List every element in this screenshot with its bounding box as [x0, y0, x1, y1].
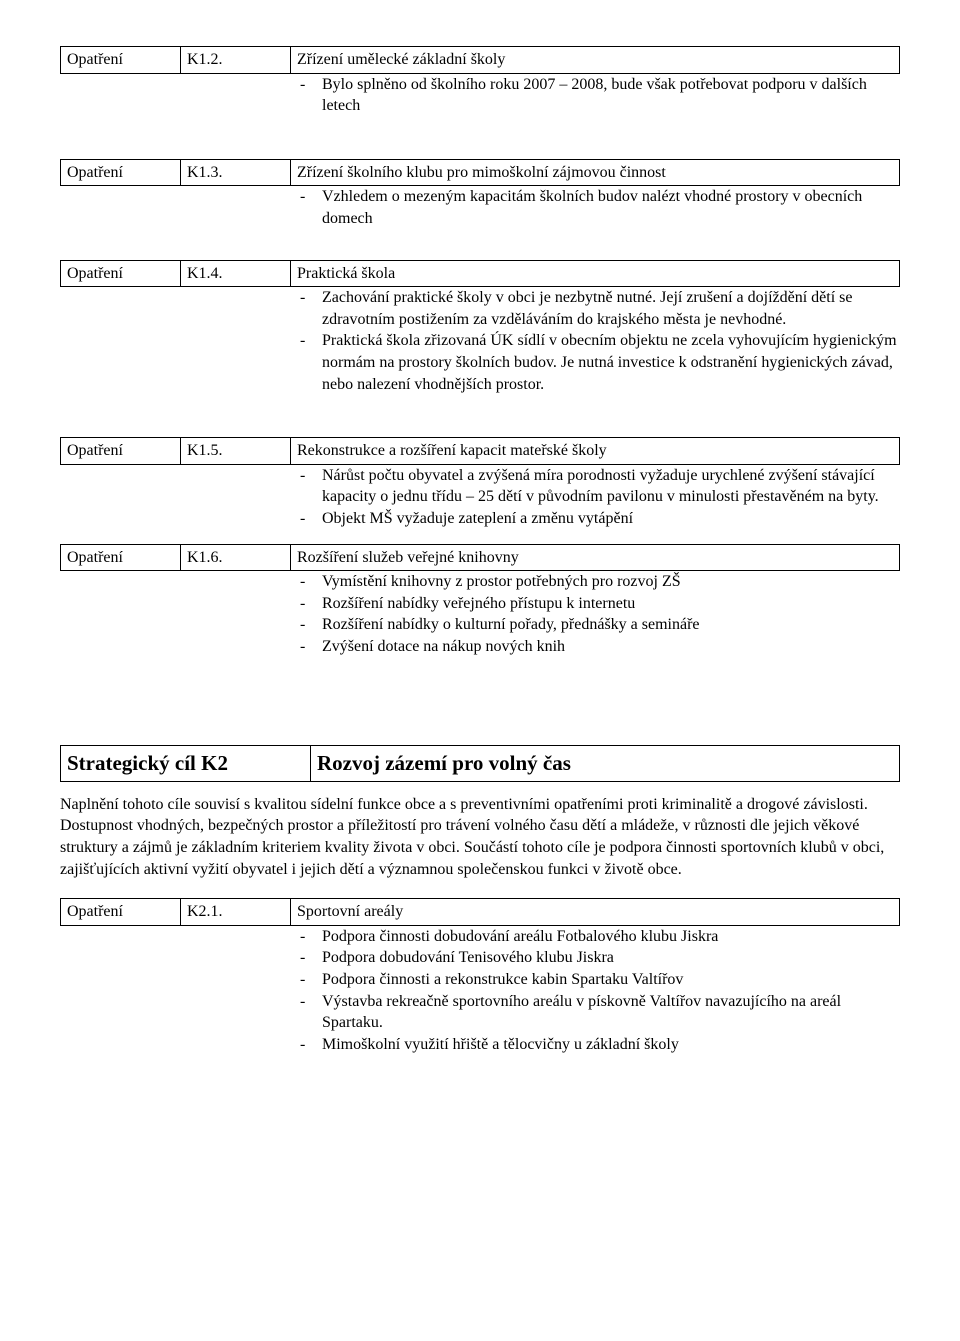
strategic-goal-header: Strategický cíl K2 Rozvoj zázemí pro vol…	[60, 745, 900, 781]
measure-title: Rekonstrukce a rozšíření kapacit mateřsk…	[291, 438, 900, 465]
strategic-goal-title: Rozvoj zázemí pro volný čas	[311, 746, 900, 781]
bullet-item: Podpora činnosti dobudování areálu Fotba…	[300, 926, 900, 948]
bullet-item: Podpora činnosti a rekonstrukce kabin Sp…	[300, 969, 900, 991]
bullet-item: Rozšíření nabídky o kulturní pořady, pře…	[300, 614, 900, 636]
bullet-item: Mimoškolní využití hřiště a tělocvičny u…	[300, 1034, 900, 1056]
bullet-item: Vzhledem o mezeným kapacitám školních bu…	[300, 186, 900, 229]
bullet-item: Praktická škola zřizovaná ÚK sídlí v obe…	[300, 330, 900, 395]
measure-code: K1.3.	[181, 159, 291, 186]
measure-label: Opatření	[61, 438, 181, 465]
strategic-goal-paragraph: Naplnění tohoto cíle souvisí s kvalitou …	[60, 794, 900, 880]
measure-label: Opatření	[61, 159, 181, 186]
measure-k1-4-header: Opatření K1.4. Praktická škola	[60, 260, 900, 288]
measure-k1-2-header: Opatření K1.2. Zřízení umělecké základní…	[60, 46, 900, 74]
measure-title: Zřízení umělecké základní školy	[291, 47, 900, 74]
measure-k1-5-header: Opatření K1.5. Rekonstrukce a rozšíření …	[60, 437, 900, 465]
measure-code: K2.1.	[181, 899, 291, 926]
measure-k1-6-header: Opatření K1.6. Rozšíření služeb veřejné …	[60, 544, 900, 572]
bullet-item: Bylo splněno od školního roku 2007 – 200…	[300, 74, 900, 117]
measure-k2-1-bullets: Podpora činnosti dobudování areálu Fotba…	[60, 926, 900, 1056]
bullet-item: Rozšíření nabídky veřejného přístupu k i…	[300, 593, 900, 615]
bullet-item: Nárůst počtu obyvatel a zvýšená míra por…	[300, 465, 900, 508]
measure-label: Opatření	[61, 47, 181, 74]
bullet-item: Zvýšení dotace na nákup nových knih	[300, 636, 900, 658]
measure-k1-5-bullets: Nárůst počtu obyvatel a zvýšená míra por…	[60, 465, 900, 530]
strategic-goal-label: Strategický cíl K2	[61, 746, 311, 781]
measure-k1-4-bullets: Zachování praktické školy v obci je nezb…	[60, 287, 900, 395]
measure-title: Praktická škola	[291, 260, 900, 287]
bullet-item: Podpora dobudování Tenisového klubu Jisk…	[300, 947, 900, 969]
measure-code: K1.2.	[181, 47, 291, 74]
measure-title: Sportovní areály	[291, 899, 900, 926]
measure-k1-3-header: Opatření K1.3. Zřízení školního klubu pr…	[60, 159, 900, 187]
measure-code: K1.4.	[181, 260, 291, 287]
bullet-item: Výstavba rekreačně sportovního areálu v …	[300, 991, 900, 1034]
measure-label: Opatření	[61, 899, 181, 926]
bullet-item: Objekt MŠ vyžaduje zateplení a změnu vyt…	[300, 508, 900, 530]
measure-k2-1-header: Opatření K2.1. Sportovní areály	[60, 898, 900, 926]
measure-label: Opatření	[61, 544, 181, 571]
measure-code: K1.5.	[181, 438, 291, 465]
measure-title: Rozšíření služeb veřejné knihovny	[291, 544, 900, 571]
measure-label: Opatření	[61, 260, 181, 287]
measure-k1-2-bullets: Bylo splněno od školního roku 2007 – 200…	[60, 74, 900, 117]
measure-code: K1.6.	[181, 544, 291, 571]
bullet-item: Vymístění knihovny z prostor potřebných …	[300, 571, 900, 593]
bullet-item: Zachování praktické školy v obci je nezb…	[300, 287, 900, 330]
measure-title: Zřízení školního klubu pro mimoškolní zá…	[291, 159, 900, 186]
measure-k1-6-bullets: Vymístění knihovny z prostor potřebných …	[60, 571, 900, 657]
measure-k1-3-bullets: Vzhledem o mezeným kapacitám školních bu…	[60, 186, 900, 229]
